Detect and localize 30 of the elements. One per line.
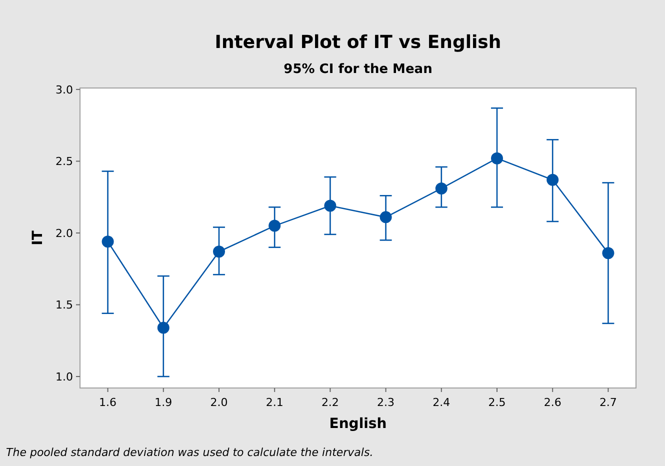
- point: [268, 220, 281, 232]
- y-axis-title: IT: [30, 230, 46, 246]
- point: [324, 200, 336, 212]
- x-tick-label: 2.6: [544, 396, 562, 409]
- y-tick-label: 2.5: [56, 155, 73, 168]
- point: [435, 182, 448, 194]
- chart-title: Interval Plot of IT vs English: [214, 32, 502, 53]
- x-tick-label: 1.9: [154, 396, 172, 409]
- x-axis-title: English: [329, 416, 387, 432]
- text: The pooled standard deviation was used to calculate the intervals.: [6, 446, 374, 459]
- x-tick-label: 2.3: [377, 396, 395, 409]
- point: [491, 152, 503, 164]
- point: [157, 322, 170, 334]
- x-tick-label: 2.1: [266, 396, 284, 409]
- point: [213, 246, 225, 258]
- x-tick-label: 1.6: [99, 396, 117, 409]
- x-tick-label: 2.4: [432, 396, 450, 409]
- point: [546, 174, 559, 186]
- x-tick-label: 2.7: [599, 396, 617, 409]
- chart-subtitle: 95% CI for the Mean: [284, 62, 432, 77]
- y-tick-label: 1.5: [56, 298, 73, 312]
- point: [602, 247, 614, 260]
- y-tick-label: 2.0: [56, 226, 73, 240]
- point: [102, 236, 114, 248]
- y-tick-label: 1.0: [56, 370, 73, 384]
- x-tick-label: 2.0: [210, 396, 228, 409]
- y-tick-label: 3.0: [56, 83, 73, 96]
- x-tick-label: 2.2: [321, 396, 339, 409]
- point: [380, 211, 392, 224]
- x-tick-label: 2.5: [488, 396, 506, 409]
